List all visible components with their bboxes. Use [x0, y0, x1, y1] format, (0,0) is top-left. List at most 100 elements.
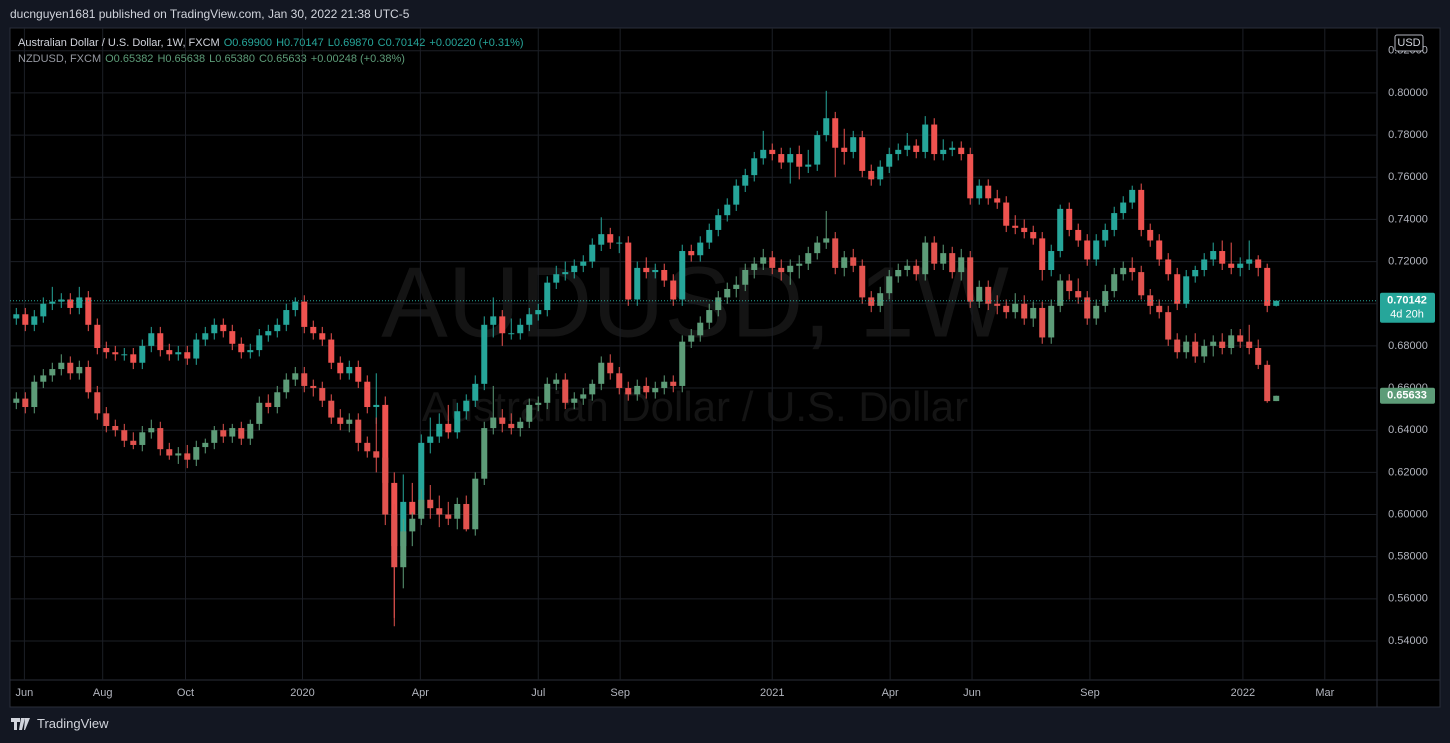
y-tick-label: 0.72000 [1388, 255, 1428, 267]
candle-body [940, 149, 947, 155]
candle-body [175, 453, 182, 456]
candle-body [877, 166, 884, 180]
candle-body [607, 362, 614, 374]
countdown-label: 4d 20h [1390, 309, 1424, 321]
candle-body [22, 314, 29, 325]
candle-body [922, 124, 929, 152]
candle-body [1237, 263, 1244, 268]
candle-body [229, 331, 236, 344]
candle-body [67, 362, 74, 374]
legend-ohlc: O0.65382 [105, 53, 154, 65]
candle-body [1039, 307, 1046, 338]
candle-body [832, 238, 839, 268]
candle-body [526, 404, 533, 422]
candle-body [310, 385, 317, 389]
candle-body [1012, 225, 1019, 228]
candle-body [157, 428, 164, 450]
candle-body [364, 442, 371, 452]
candle-body [247, 423, 254, 439]
candle-body [1075, 291, 1082, 298]
candle-body [517, 324, 524, 334]
candle-body [958, 257, 965, 273]
candle-body [976, 185, 983, 199]
candle-body [562, 272, 569, 275]
candle-body [292, 301, 299, 311]
candle-body [454, 503, 461, 519]
candle-body [985, 286, 992, 304]
candle-body [1138, 189, 1145, 230]
candle-body [283, 379, 290, 393]
y-tick-label: 0.78000 [1388, 129, 1428, 141]
candle-body [31, 316, 38, 325]
candle-body [481, 324, 488, 384]
candle-body [1192, 341, 1199, 357]
candle-body [1219, 251, 1226, 264]
candle-body [544, 282, 551, 311]
footer-text: TradingView [37, 716, 109, 731]
candle-body [1120, 267, 1127, 275]
candle-body [643, 385, 650, 393]
series [13, 210, 1280, 627]
candle-body [13, 398, 20, 403]
candle-body [211, 324, 218, 334]
candle-body [256, 402, 263, 424]
candle-body [427, 499, 434, 509]
candle-body [211, 430, 218, 443]
candle-body [13, 314, 20, 319]
candle-body [913, 145, 920, 152]
candle-body [580, 261, 587, 266]
candle-body [256, 335, 263, 351]
candle-body [679, 251, 686, 300]
candle-body [589, 244, 596, 262]
candle-body [1075, 229, 1082, 241]
legend-row: NZDUSD, FXCM O0.65382 H0.65638 L0.65380 C0.6… [18, 51, 528, 67]
candle-body [364, 381, 371, 408]
candle-body [436, 423, 443, 437]
candle-body [1228, 335, 1235, 348]
candle-body [103, 347, 110, 353]
candle-body [1201, 345, 1208, 357]
candle-body [49, 369, 56, 376]
candle-body [1138, 272, 1145, 296]
candle-body [166, 350, 173, 355]
candle-body [166, 449, 173, 456]
candle-body [409, 518, 416, 532]
candle-body [112, 425, 119, 431]
candle-body [949, 253, 956, 273]
last-price-box [1380, 292, 1435, 323]
header: ducnguyen1681 published on TradingView.c… [10, 7, 410, 21]
candle-body [220, 324, 227, 332]
candle-body [535, 402, 542, 405]
candle-body [958, 147, 965, 155]
candle-body [760, 149, 767, 159]
y-tick-label: 0.74000 [1388, 213, 1428, 225]
candle-body [904, 265, 911, 270]
legend-ohlc: H0.70147 [276, 37, 324, 49]
candle-body [220, 430, 227, 437]
candle-body [715, 215, 722, 230]
candle-body [49, 301, 56, 304]
x-tick-label: Mar [1315, 687, 1334, 699]
candle-body [805, 253, 812, 264]
candle-body [787, 265, 794, 273]
candle-body [85, 297, 92, 325]
candle-body [409, 501, 416, 515]
candle-body [832, 118, 839, 148]
candle-body [274, 392, 281, 408]
candle-body [1102, 291, 1109, 306]
candle-body [805, 164, 812, 167]
candle-body [139, 345, 146, 363]
candle-body [508, 333, 515, 335]
candle-body [1210, 251, 1217, 260]
candle-body [904, 145, 911, 150]
candle-body [724, 204, 731, 216]
candle-body [175, 352, 182, 355]
candle-body [589, 383, 596, 395]
candle-body [733, 284, 740, 289]
legend-ohlc: C0.70142 [377, 37, 426, 49]
candle-body [679, 341, 686, 386]
legend-ohlc: L0.69870 [327, 37, 374, 49]
candle-body [355, 419, 362, 443]
candle-body [1174, 339, 1181, 353]
